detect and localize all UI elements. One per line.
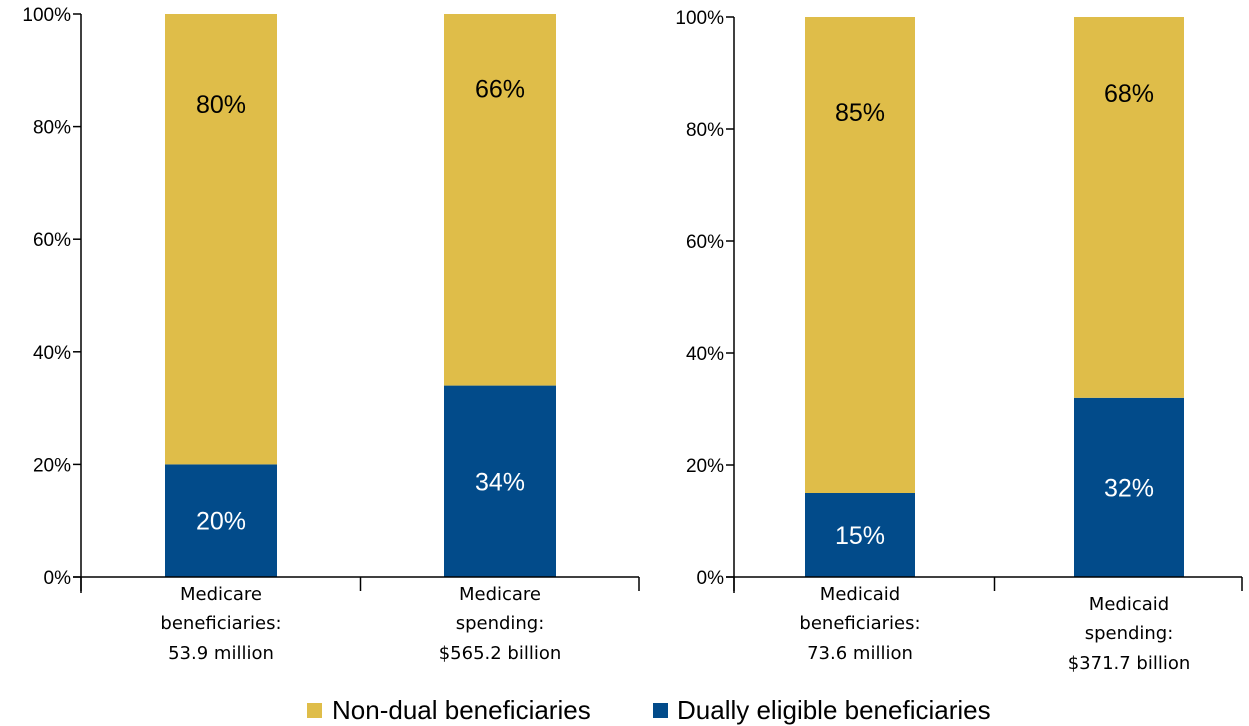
x-category-label-line: spending:	[456, 613, 545, 634]
dual-data-label: 34%	[475, 468, 525, 496]
nondual-data-label: 80%	[196, 91, 246, 119]
x-category-label-line: beneficiaries:	[160, 613, 281, 634]
dual-data-label: 32%	[1104, 474, 1154, 502]
legend-swatch	[653, 703, 668, 718]
nondual-bar-segment	[444, 14, 556, 386]
nondual-data-label: 66%	[475, 75, 525, 103]
legend-swatch	[307, 703, 322, 718]
chart-panel-1: 20% 80% 34% 66% 0% 20% 40% 60% 80% 100% Medicare be…	[22, 5, 640, 664]
legend: Non-dual beneficiaries Dually eligible be…	[307, 695, 991, 725]
x-category-label-line: 53.9 million	[168, 643, 274, 664]
legend-label: Non-dual beneficiaries	[332, 695, 591, 725]
x-category-label-line: Medicare	[459, 584, 541, 605]
x-category-label-line: spending:	[1085, 623, 1174, 644]
y-tick-label: 0%	[697, 568, 725, 589]
x-category-label-line: Medicaid	[820, 584, 900, 605]
x-category-label-line: Medicaid	[1089, 594, 1169, 615]
dual-data-label: 15%	[835, 522, 885, 550]
x-category-label-line: beneficiaries:	[799, 613, 920, 634]
nondual-bar-segment	[1074, 17, 1184, 398]
y-tick-label: 60%	[33, 230, 71, 251]
dual-bar-segment	[165, 464, 277, 577]
dual-data-label: 20%	[196, 508, 246, 536]
x-category-label: Medicaid spending: $371.7 billion	[1068, 594, 1191, 674]
x-category-label-line: Medicare	[180, 584, 262, 605]
y-tick-label: 80%	[686, 120, 724, 141]
x-category-label: Medicaid beneficiaries: 73.6 million	[799, 584, 920, 664]
nondual-bar-segment	[805, 17, 915, 493]
y-tick-label: 80%	[33, 118, 71, 139]
y-tick-label: 40%	[686, 344, 724, 365]
chart-panels: 20% 80% 34% 66% 0% 20% 40% 60% 80% 100% Medicare be…	[22, 5, 1243, 674]
nondual-bar-segment	[165, 14, 277, 465]
dual-bar-segment	[444, 385, 556, 577]
y-tick-label: 100%	[675, 8, 724, 29]
x-category-label-line: $565.2 billion	[439, 643, 562, 664]
y-tick-label: 20%	[686, 456, 724, 477]
legend-label: Dually eligible beneficiaries	[677, 695, 991, 725]
y-tick-label: 40%	[33, 343, 71, 364]
dual-bar-segment	[805, 493, 915, 577]
chart-panel-2: 15% 85% 32% 68% 0% 20% 40% 60% 80% 100% Medicaid be…	[675, 8, 1243, 674]
x-category-label-line: 73.6 million	[807, 643, 913, 664]
x-category-label: Medicare beneficiaries: 53.9 million	[160, 584, 281, 664]
x-category-label: Medicare spending: $565.2 billion	[439, 584, 562, 664]
x-category-label-line: $371.7 billion	[1068, 653, 1191, 674]
y-tick-label: 60%	[686, 232, 724, 253]
y-tick-label: 100%	[22, 5, 71, 26]
dual-bar-segment	[1074, 397, 1184, 577]
y-tick-label: 0%	[44, 568, 72, 589]
nondual-data-label: 68%	[1104, 80, 1154, 108]
nondual-data-label: 85%	[835, 99, 885, 127]
y-tick-label: 20%	[33, 455, 71, 476]
